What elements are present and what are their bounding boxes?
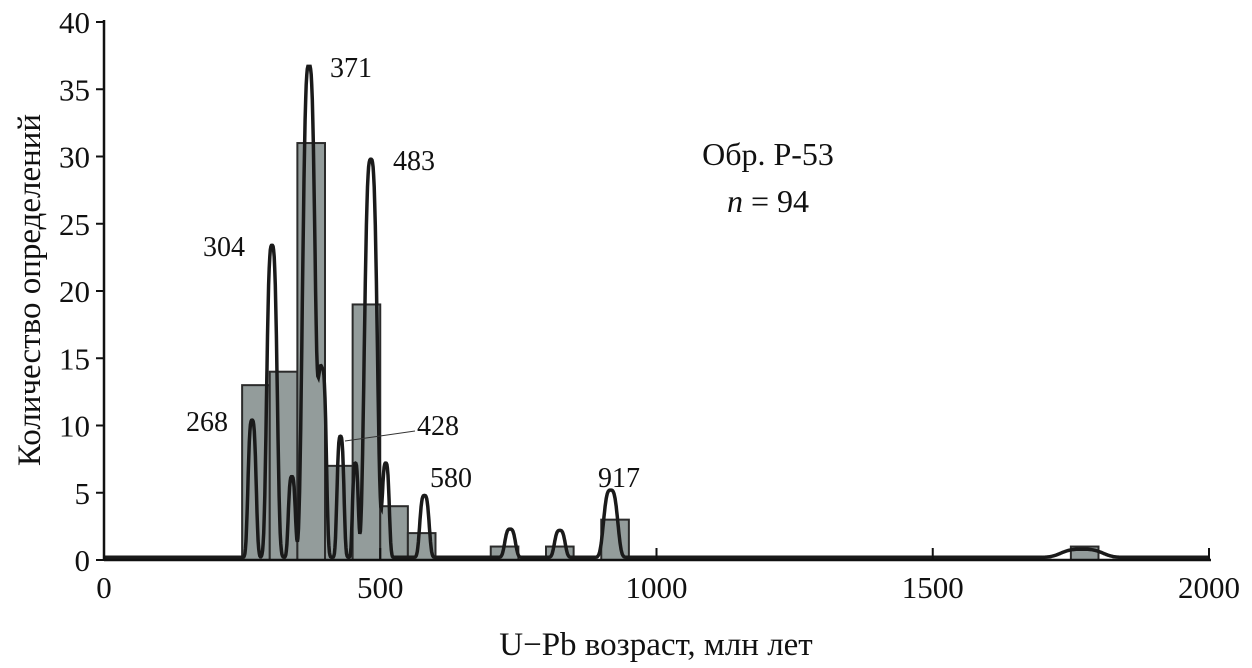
y-tick-label: 25 — [59, 207, 90, 242]
histogram-bars — [241, 142, 1100, 562]
sample-name: Обр. Р-53 — [702, 136, 834, 172]
x-tick-label: 2000 — [1178, 570, 1240, 605]
y-ticks: 0 5 10 15 20 25 30 35 40 — [59, 5, 104, 578]
x-tick-label: 500 — [357, 570, 404, 605]
histogram-bar-5 — [379, 505, 409, 562]
peak-label-304: 304 — [203, 232, 245, 263]
n-value: = 94 — [751, 183, 809, 219]
x-axis-label: U−Pb возраст, млн лет — [499, 627, 812, 663]
y-tick-label: 15 — [59, 341, 90, 376]
y-tick-label: 35 — [59, 72, 90, 107]
peak-label-371: 371 — [330, 53, 372, 84]
peak-label-483: 483 — [393, 146, 435, 177]
y-tick-label: 20 — [59, 274, 90, 309]
y-tick-label: 10 — [59, 409, 90, 444]
y-tick-label: 30 — [59, 140, 90, 175]
n-symbol: n — [727, 183, 743, 219]
y-tick-label: 0 — [75, 543, 91, 578]
peak-428-leader-line — [344, 430, 416, 442]
peak-label-580: 580 — [430, 463, 472, 494]
y-tick-label: 40 — [59, 5, 90, 40]
histogram-bar-9 — [600, 518, 630, 562]
y-tick-label: 5 — [75, 476, 91, 511]
x-tick-label: 0 — [96, 570, 112, 605]
x-tick-label: 1500 — [902, 570, 964, 605]
x-ticks: 0 500 1000 1500 2000 — [96, 548, 1240, 605]
peak-label-917: 917 — [598, 463, 640, 494]
peak-label-268: 268 — [186, 407, 228, 438]
x-tick-label: 1000 — [626, 570, 688, 605]
sample-count: n = 94 — [727, 183, 809, 219]
histogram-bar-1 — [268, 370, 299, 562]
y-axis-label: Количество определений — [12, 114, 48, 466]
peak-label-428: 428 — [417, 411, 459, 442]
